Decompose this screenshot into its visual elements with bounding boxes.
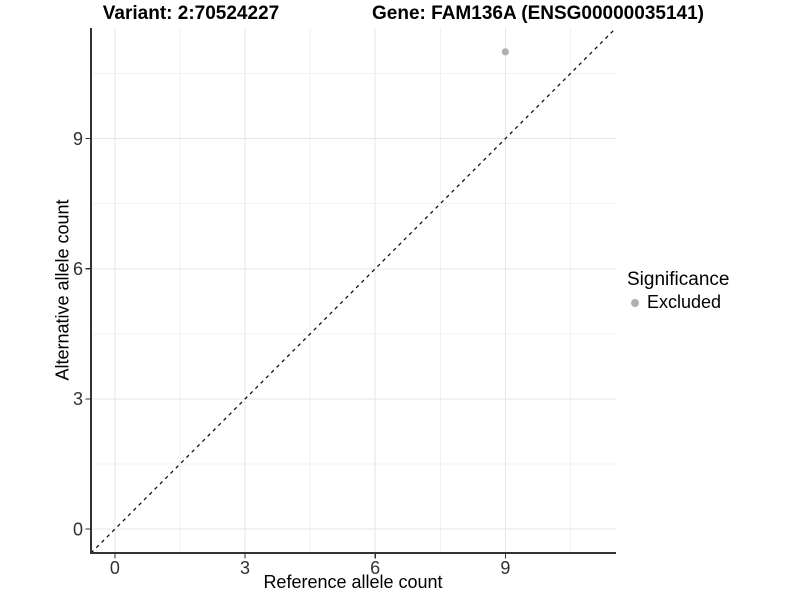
plot-title-gene: Gene: FAM136A (ENSG00000035141) <box>372 3 704 24</box>
legend-title: Significance <box>627 269 730 290</box>
x-tick-label: 6 <box>370 558 380 578</box>
data-point <box>501 48 509 56</box>
y-tick-label: 3 <box>73 389 83 409</box>
y-axis-title: Alternative allele count <box>52 199 73 381</box>
legend-item-label: Excluded <box>647 292 722 312</box>
x-axis-title: Reference allele count <box>263 572 443 592</box>
excluded-point-icon <box>631 298 639 307</box>
x-tick-label: 9 <box>500 558 510 578</box>
plot-title-variant: Variant: 2:70524227 <box>102 3 280 24</box>
x-tick-label: 3 <box>240 558 250 578</box>
x-tick-label: 0 <box>110 558 120 578</box>
y-tick-label: 6 <box>73 259 83 279</box>
legend: Significance Excluded <box>627 269 729 313</box>
legend-key <box>627 295 643 311</box>
y-tick-label: 9 <box>73 129 83 149</box>
y-tick-label: 0 <box>73 519 83 539</box>
identity-line <box>91 28 616 553</box>
legend-item-excluded: Excluded <box>627 292 729 313</box>
